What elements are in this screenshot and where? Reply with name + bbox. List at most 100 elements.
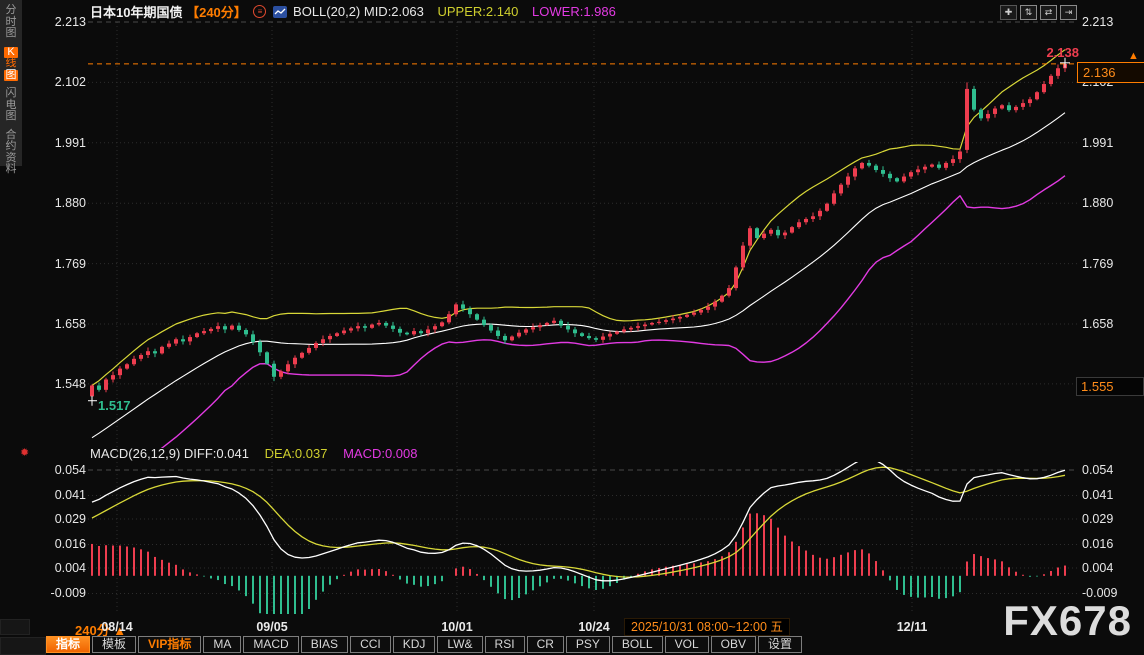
corner-block bbox=[0, 619, 30, 635]
last-price-tag: 2.136 bbox=[1077, 62, 1144, 83]
toolbar-button-设置[interactable]: 设置 bbox=[757, 636, 802, 653]
price-axis-label: 2.213 bbox=[54, 15, 86, 29]
boll-bands bbox=[91, 49, 1066, 448]
macd-axis-label: 0.029 bbox=[1082, 511, 1114, 526]
boll-upper-readout: UPPER:2.140 bbox=[437, 4, 519, 19]
macd-pane bbox=[91, 462, 1066, 614]
boll-lower-readout: LOWER:1.986 bbox=[532, 4, 616, 19]
sidebar-tab-char: 图 bbox=[5, 110, 17, 122]
toolbar-button-CR[interactable]: CR bbox=[526, 636, 564, 653]
macd-axis-label: 0.004 bbox=[54, 560, 86, 575]
sidebar-tab-char: 时 bbox=[5, 15, 17, 28]
macd-header: MACD(26,12,9) DIFF:0.041 DEA:0.037 MACD:… bbox=[90, 446, 430, 461]
sidebar-tab-char: 约 bbox=[5, 140, 17, 152]
price-axis-label: 1.880 bbox=[1082, 196, 1114, 211]
session-status-icon[interactable]: ≡ bbox=[253, 5, 267, 18]
indicator-toolbar: 指标 模板 VIP指标 MA MACD BIAS CCI KDJ LW& RSI CR PSY BOLL… bbox=[46, 636, 804, 655]
toolbar-button-RSI[interactable]: RSI bbox=[484, 636, 525, 653]
sidebar-tab-char: 分 bbox=[5, 4, 17, 16]
time-axis-label: 10/01 bbox=[441, 620, 473, 634]
macd-axis-label: 0.004 bbox=[1082, 560, 1114, 575]
high-price-marker: 2.138 bbox=[1046, 45, 1079, 60]
macd-dea-readout: DEA:0.037 bbox=[264, 446, 328, 461]
chart-canvas[interactable] bbox=[88, 0, 1078, 618]
chart-style-icon[interactable] bbox=[273, 5, 288, 18]
price-axis-label: 1.880 bbox=[54, 196, 86, 211]
price-axis-label: 1.658 bbox=[1082, 316, 1114, 331]
sidebar-tab-0[interactable]: 分时图 bbox=[0, 2, 22, 40]
sidebar-strip bbox=[0, 0, 22, 166]
sidebar-tab-char: 料 bbox=[5, 163, 17, 175]
time-axis-label: 12/11 bbox=[896, 620, 928, 634]
crosshair-time-tag: 2025/10/31 08:00~12:00 五 bbox=[624, 618, 790, 636]
watermark: FX678 bbox=[1003, 597, 1132, 644]
price-axis-label: 1.991 bbox=[54, 135, 86, 150]
sidebar-tab-char: 图 bbox=[5, 27, 17, 39]
period-badge[interactable]: 【240分】 bbox=[186, 5, 247, 20]
sidebar-tab-3[interactable]: 合约资料 bbox=[0, 127, 22, 176]
price-axis-label: 1.548 bbox=[54, 376, 86, 391]
low-price-marker: 1.517 bbox=[98, 398, 131, 413]
toolbar-button-OBV[interactable]: OBV bbox=[710, 636, 756, 653]
latest-price-arrow-icon[interactable]: ▲ bbox=[1128, 50, 1139, 62]
sidebar-tab-char: 图 bbox=[4, 68, 18, 81]
sidebar-tab-2[interactable]: 闪电图 bbox=[0, 85, 22, 123]
macd-axis-label: 0.029 bbox=[54, 511, 86, 526]
toolbar-button-MACD[interactable]: MACD bbox=[243, 636, 299, 653]
time-axis-label: 08/14 bbox=[101, 620, 133, 634]
toolbar-button-BOLL[interactable]: BOLL bbox=[611, 636, 663, 653]
price-axis-label: 1.769 bbox=[1082, 256, 1114, 271]
move-icon[interactable]: ✚ bbox=[1000, 5, 1017, 20]
toolbar-button-VIP指标[interactable]: VIP指标 bbox=[138, 636, 202, 653]
macd-axis-label: -0.009 bbox=[50, 586, 86, 601]
toolbar-button-CCI[interactable]: CCI bbox=[350, 636, 391, 653]
chart-tools: ✚ ⇅ ⇄ ⇥ bbox=[997, 2, 1077, 20]
toolbar-button-PSY[interactable]: PSY bbox=[565, 636, 610, 653]
macd-axis-label: 0.016 bbox=[54, 537, 86, 552]
toolbar-button-KDJ[interactable]: KDJ bbox=[392, 636, 436, 653]
macd-axis-label: 0.016 bbox=[1082, 537, 1114, 552]
corner-block bbox=[0, 637, 46, 655]
sidebar-tab-char: 合 bbox=[5, 128, 17, 141]
macd-value-readout: MACD:0.008 bbox=[343, 446, 418, 461]
price-axis-label: 1.658 bbox=[54, 316, 86, 331]
period-selector[interactable]: 240分 ▲ bbox=[75, 623, 127, 638]
boll-readout: BOLL(20,2) MID:2.063 bbox=[293, 4, 424, 19]
sidebar-tab-char: 闪 bbox=[5, 87, 17, 99]
fit-horizontal-icon[interactable]: ⇄ bbox=[1040, 5, 1057, 20]
alert-icon[interactable]: ✹ bbox=[20, 447, 30, 459]
price-axis-label: 2.213 bbox=[1082, 15, 1114, 29]
price-axis-label: 2.102 bbox=[54, 75, 86, 90]
macd-axis-label: 0.054 bbox=[54, 462, 86, 477]
sidebar-tab-char: 电 bbox=[5, 98, 17, 111]
toolbar-button-模板[interactable]: 模板 bbox=[92, 636, 137, 653]
time-axis: 240分 ▲ 08/14 09/05 10/01 10/24 12/11 2025/10… bbox=[0, 618, 1144, 638]
time-axis-label: 10/24 bbox=[578, 620, 610, 634]
chart-header: 日本10年期国债 【240分】 ≡ BOLL(20,2) MID:2.063 U… bbox=[90, 2, 616, 20]
macd-axis-label: 0.041 bbox=[1082, 488, 1114, 503]
fit-vertical-icon[interactable]: ⇅ bbox=[1020, 5, 1037, 20]
toolbar-button-MA[interactable]: MA bbox=[203, 636, 242, 653]
macd-axis-label: 0.041 bbox=[54, 488, 86, 503]
toolbar-button-LW&[interactable]: LW& bbox=[437, 636, 483, 653]
price-axis-label: 1.991 bbox=[1082, 135, 1114, 150]
instrument-title: 日本10年期国债 bbox=[90, 5, 183, 20]
toolbar-button-指标[interactable]: 指标 bbox=[46, 636, 91, 653]
candles bbox=[90, 62, 1067, 401]
macd-axis-label: -0.009 bbox=[1082, 586, 1118, 601]
sidebar-tab-char: 线 bbox=[5, 57, 17, 69]
grid-lines bbox=[88, 21, 1078, 612]
price-axis-label: 1.769 bbox=[54, 256, 86, 271]
macd-axis-label: 0.054 bbox=[1082, 462, 1114, 477]
toolbar-button-VOL[interactable]: VOL bbox=[664, 636, 709, 653]
goto-latest-icon[interactable]: ⇥ bbox=[1060, 5, 1077, 20]
sidebar-tab-char: K bbox=[4, 46, 18, 58]
macd-diff-readout: MACD(26,12,9) DIFF:0.041 bbox=[90, 446, 249, 461]
time-axis-label: 09/05 bbox=[256, 620, 288, 634]
crosshair-price-tag: 1.555 bbox=[1076, 377, 1144, 396]
sidebar-tab-char: 资 bbox=[5, 151, 17, 164]
toolbar-button-BIAS[interactable]: BIAS bbox=[300, 636, 349, 653]
